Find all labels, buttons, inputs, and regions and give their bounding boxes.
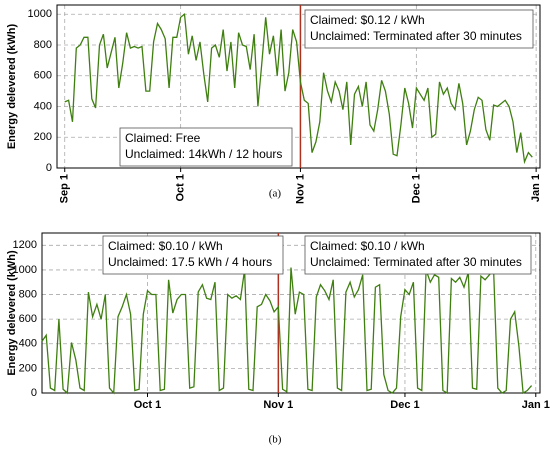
y-tick-label: 600	[34, 70, 52, 82]
x-tick-label: Sep 1	[59, 174, 71, 203]
annotation-box	[102, 235, 284, 275]
x-tick-label: Oct 1	[175, 174, 187, 202]
annotation-box	[304, 9, 534, 49]
y-tick-label: 400	[19, 338, 37, 350]
annotation-box	[304, 235, 532, 275]
y-tick-label: 200	[34, 131, 52, 143]
annotation-text: Claimed: Free	[125, 131, 201, 145]
annotation-text: Unclaimed: 14kWh / 12 hours	[125, 147, 282, 161]
y-tick-label: 1200	[13, 239, 37, 251]
y-tick-label: 800	[34, 39, 52, 51]
annotation-box	[119, 127, 293, 167]
y-axis-label: Energy delevered (kWh)	[6, 24, 18, 150]
y-tick-label: 1000	[13, 264, 37, 276]
y-tick-label: 800	[19, 288, 37, 300]
annotation-text: Claimed: $0.12 / kWh	[310, 13, 425, 27]
caption: (b)	[269, 434, 282, 446]
annotation-text: Unclaimed: Terminated after 30 minutes	[310, 29, 522, 43]
plot-frame	[41, 232, 541, 394]
x-tick-label: Dec 1	[410, 174, 422, 203]
y-axis-label: Energy delevered (kWh)	[6, 250, 18, 376]
x-tick-label: Oct 1	[134, 399, 162, 411]
plot-frame	[56, 4, 541, 169]
data-line	[64, 12, 533, 165]
y-tick-label: 0	[31, 387, 37, 399]
x-tick-label: Nov 1	[263, 399, 293, 411]
annotation-text: Claimed: $0.10 / kWh	[108, 239, 223, 253]
x-tick-label: Jan 1	[530, 174, 542, 202]
x-tick-label: Jan 1	[522, 399, 550, 411]
y-tick-label: 400	[34, 100, 52, 112]
annotation-text: Claimed: $0.10 / kWh	[310, 239, 425, 253]
y-tick-label: 1000	[28, 8, 52, 20]
caption: (a)	[269, 188, 282, 200]
y-tick-label: 200	[19, 362, 37, 374]
x-tick-label: Dec 1	[390, 399, 419, 411]
annotation-text: Unclaimed: Terminated after 30 minutes	[310, 255, 522, 269]
annotation-text: Unclaimed: 17.5 kWh / 4 hours	[108, 255, 272, 269]
data-line	[41, 267, 533, 395]
x-tick-label: Nov 1	[294, 174, 306, 204]
y-tick-label: 0	[46, 162, 52, 174]
y-tick-label: 600	[19, 313, 37, 325]
